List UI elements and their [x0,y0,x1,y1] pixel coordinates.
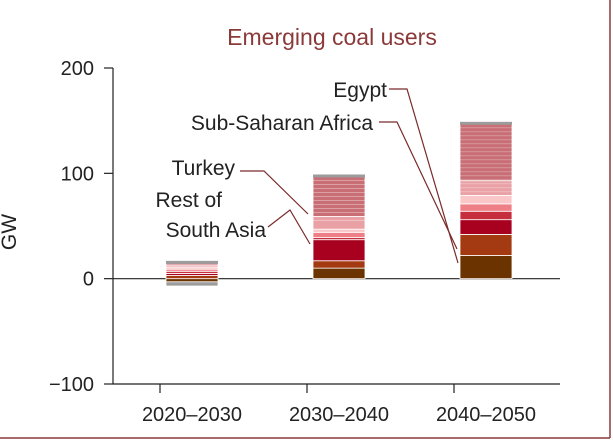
bar-segment [312,216,366,230]
bar-segment [459,210,513,221]
annotation-leader [267,209,311,245]
bar-segment [312,176,366,217]
x-tick-label: 2040–2050 [436,404,536,426]
y-axis-label: GW [0,214,21,250]
bar-segment [459,219,513,235]
chart-title: Emerging coal users [227,24,437,50]
bar-cap [166,260,218,264]
bar-segment [165,278,219,283]
bar-segment [312,260,366,269]
annotation-leader [389,88,459,264]
bar-segment [459,123,513,182]
y-tick-label: 100 [61,163,94,185]
annotation-label: Egypt [333,79,387,102]
annotation-label: South Asia [166,219,267,242]
y-tick-label: −100 [49,374,94,396]
annotation-leader [240,170,309,215]
x-tick-label: 2030–2040 [289,404,389,426]
bar-segment [312,239,366,262]
bar-cap [460,121,512,125]
bar-segment [312,231,366,238]
bars [165,121,513,287]
y-tick-label: 200 [61,58,94,80]
bar-segment [459,195,513,205]
annotation-label: Rest of [155,189,222,212]
annotations: Egypt Sub-Saharan Africa Turkey Rest of Sout… [155,79,459,264]
x-tick-label: 2020–2030 [142,404,242,426]
y-tick-label: 0 [83,269,94,291]
bar-segment [459,203,513,212]
bar-segment [312,228,366,233]
annotation-label: Turkey [172,157,236,180]
annotation-label: Sub-Saharan Africa [191,112,373,135]
annotation-leader [379,121,458,250]
axes: −100 0 100 200 2020–2030 2030–2040 2040–2050 [49,58,560,426]
bar-segment [165,275,219,280]
bar-segment [312,267,366,280]
bar-cap [313,174,365,178]
bar-segment [459,255,513,280]
bar-segment [459,234,513,256]
bar-segment [165,281,219,287]
